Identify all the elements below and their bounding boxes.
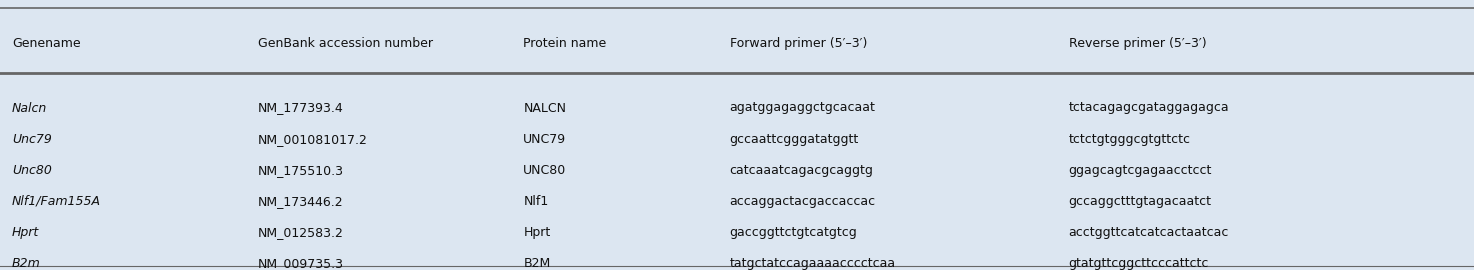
Text: NM_012583.2: NM_012583.2 [258, 226, 343, 239]
Text: NM_001081017.2: NM_001081017.2 [258, 133, 368, 146]
Text: gccaggctttgtagacaatct: gccaggctttgtagacaatct [1069, 195, 1212, 208]
Text: NM_177393.4: NM_177393.4 [258, 102, 343, 114]
Text: accaggactacgaccaccac: accaggactacgaccaccac [730, 195, 876, 208]
Text: B2m: B2m [12, 257, 41, 270]
Text: acctggttcatcatcactaatcac: acctggttcatcatcactaatcac [1069, 226, 1229, 239]
Text: NALCN: NALCN [523, 102, 566, 114]
Text: NM_175510.3: NM_175510.3 [258, 164, 343, 177]
Text: Unc80: Unc80 [12, 164, 52, 177]
Text: gtatgttcggcttcccattctc: gtatgttcggcttcccattctc [1069, 257, 1209, 270]
Text: tctacagagcgataggagagca: tctacagagcgataggagagca [1069, 102, 1229, 114]
Text: Nlf1: Nlf1 [523, 195, 548, 208]
Text: gccaattcgggatatggtt: gccaattcgggatatggtt [730, 133, 859, 146]
Text: Protein name: Protein name [523, 37, 606, 50]
Text: NM_009735.3: NM_009735.3 [258, 257, 343, 270]
Text: gaccggttctgtcatgtcg: gaccggttctgtcatgtcg [730, 226, 858, 239]
Text: B2M: B2M [523, 257, 550, 270]
Text: Nlf1/Fam155A: Nlf1/Fam155A [12, 195, 100, 208]
Text: Nalcn: Nalcn [12, 102, 47, 114]
Text: UNC80: UNC80 [523, 164, 566, 177]
Text: Genename: Genename [12, 37, 81, 50]
Text: tctctgtgggcgtgttctc: tctctgtgggcgtgttctc [1069, 133, 1191, 146]
Text: Hprt: Hprt [523, 226, 550, 239]
Text: Unc79: Unc79 [12, 133, 52, 146]
Text: catcaaatcagacgcaggtg: catcaaatcagacgcaggtg [730, 164, 874, 177]
Text: NM_173446.2: NM_173446.2 [258, 195, 343, 208]
Text: Hprt: Hprt [12, 226, 38, 239]
Text: UNC79: UNC79 [523, 133, 566, 146]
Text: tatgctatccagaaaacccctcaa: tatgctatccagaaaacccctcaa [730, 257, 896, 270]
Text: Forward primer (5′–3′): Forward primer (5′–3′) [730, 37, 867, 50]
Text: Reverse primer (5′–3′): Reverse primer (5′–3′) [1069, 37, 1206, 50]
Text: ggagcagtcgagaacctcct: ggagcagtcgagaacctcct [1069, 164, 1212, 177]
Text: GenBank accession number: GenBank accession number [258, 37, 433, 50]
Text: agatggagaggctgcacaat: agatggagaggctgcacaat [730, 102, 876, 114]
